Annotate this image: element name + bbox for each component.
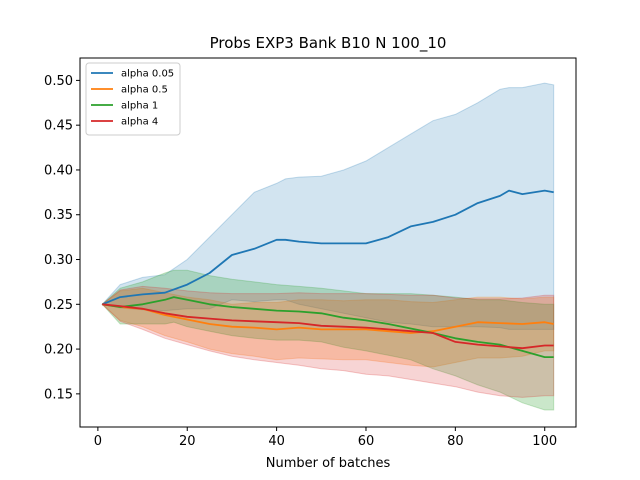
y-tick-label: 0.15 <box>44 387 73 402</box>
mean-line-series-0 <box>101 189 554 306</box>
x-tick-label: 0 <box>94 434 102 449</box>
legend-box <box>85 62 181 136</box>
y-tick-label: 0.50 <box>44 74 73 89</box>
x-tick-label: 40 <box>268 434 285 449</box>
series-lines <box>101 189 554 359</box>
mean-line-series-3 <box>102 303 554 350</box>
x-tick-label: 100 <box>532 434 557 449</box>
legend-label: alpha 1 <box>121 101 158 112</box>
y-tick-label: 0.40 <box>44 163 73 178</box>
legend-label: alpha 4 <box>121 117 158 128</box>
legend: alpha 0.05 alpha 0.5 alpha 1 alpha 4 <box>85 62 181 136</box>
legend-label: alpha 0.5 <box>121 85 168 96</box>
y-tick-label: 0.25 <box>44 298 73 313</box>
y-tick-label: 0.35 <box>44 208 73 223</box>
axes: 0 20 40 60 80 100 0.15 0.20 0.25 0.30 0.35 0.40 0.45… <box>44 57 577 449</box>
x-tick-label: 80 <box>447 434 464 449</box>
x-tick-label: 60 <box>358 434 375 449</box>
x-axis-title: Number of batches <box>266 456 391 471</box>
y-tick-label: 0.20 <box>44 343 73 358</box>
x-tick-label: 20 <box>179 434 196 449</box>
mean-line-series-2 <box>102 296 554 359</box>
chart-title: Probs EXP3 Bank B10 N 100_10 <box>210 34 447 53</box>
y-tick-label: 0.30 <box>44 253 73 268</box>
plot-frame <box>79 57 577 428</box>
legend-label: alpha 0.05 <box>121 69 174 80</box>
y-tick-label: 0.45 <box>44 119 73 134</box>
mean-line-series-1 <box>102 303 554 334</box>
